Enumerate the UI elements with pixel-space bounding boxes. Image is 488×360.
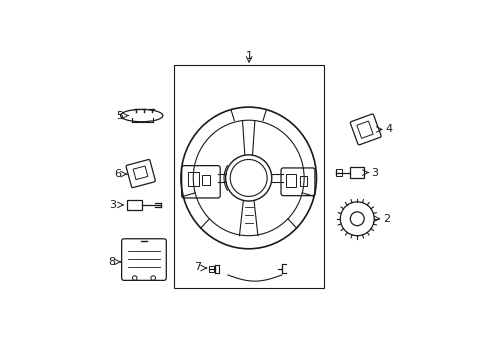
Bar bbox=[127, 199, 142, 210]
Bar bbox=[202, 175, 210, 185]
Bar bbox=[356, 121, 372, 138]
Text: 3: 3 bbox=[109, 200, 117, 210]
Text: 2: 2 bbox=[382, 214, 389, 224]
Bar bbox=[174, 65, 324, 288]
Bar bbox=[208, 266, 214, 272]
Text: 4: 4 bbox=[385, 125, 391, 134]
Bar bbox=[299, 176, 306, 186]
Text: 3: 3 bbox=[371, 167, 378, 177]
Text: 5: 5 bbox=[116, 111, 122, 121]
Text: 7: 7 bbox=[194, 262, 201, 272]
Bar bbox=[187, 172, 198, 186]
Text: 1: 1 bbox=[245, 50, 252, 60]
Bar bbox=[133, 166, 147, 180]
Text: 6: 6 bbox=[114, 169, 121, 179]
Bar bbox=[335, 170, 341, 176]
Bar bbox=[286, 174, 296, 187]
Bar bbox=[349, 167, 364, 178]
Text: 8: 8 bbox=[108, 257, 115, 267]
